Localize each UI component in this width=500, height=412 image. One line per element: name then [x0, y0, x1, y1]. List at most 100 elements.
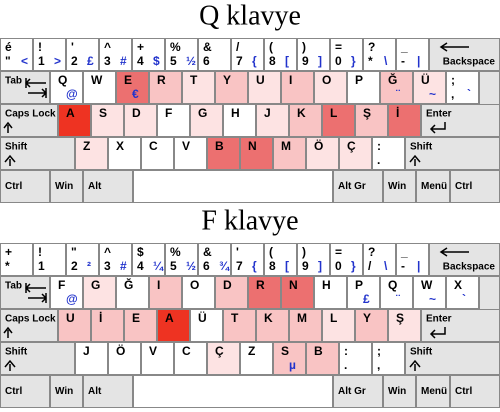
key-label: J — [264, 106, 271, 120]
key-label: Win — [55, 386, 73, 397]
key-label: W — [91, 73, 103, 87]
key — [396, 38, 429, 71]
key-altgr-label: ] — [318, 54, 322, 68]
key-label: S — [281, 344, 289, 358]
key — [0, 375, 50, 408]
key-lower-label: * — [368, 54, 373, 68]
key-label: & — [203, 245, 212, 259]
key — [0, 276, 50, 309]
key-label: İ — [396, 105, 399, 120]
key-lower-label: 2 — [71, 54, 78, 68]
key-label: Tab — [5, 281, 22, 292]
key-label: ! — [38, 245, 42, 259]
key — [0, 243, 33, 276]
key-altgr-label: | — [417, 54, 420, 68]
caps-arrow — [3, 121, 13, 133]
key-label: C — [182, 344, 191, 358]
key-label: R — [256, 278, 265, 292]
key-label: F — [165, 106, 172, 120]
key-label: Q — [388, 278, 397, 292]
key — [289, 309, 322, 342]
key-lower-label: 3 — [104, 54, 111, 68]
key — [388, 309, 421, 342]
key-label: = — [335, 245, 342, 259]
key-altgr-label: [ — [285, 259, 289, 273]
key — [83, 71, 116, 104]
key-label: ? — [368, 245, 375, 259]
key-altgr-label: µ — [289, 358, 296, 372]
key — [231, 38, 264, 71]
key — [372, 137, 405, 170]
key-label: D — [223, 278, 232, 292]
key-label: + — [5, 245, 12, 259]
key — [207, 342, 240, 375]
key-label: _ — [400, 245, 408, 259]
key-altgr-label: # — [120, 54, 127, 68]
key-label: / — [236, 40, 240, 54]
key-lower-label: 3 — [104, 259, 111, 273]
key-label: G — [198, 106, 207, 120]
key-label: Ctrl — [455, 386, 472, 397]
key — [363, 243, 396, 276]
key-altgr-label: } — [351, 54, 356, 68]
key — [248, 276, 281, 309]
key — [124, 309, 157, 342]
key-label: Y — [363, 311, 371, 325]
key-label: : — [344, 344, 348, 358]
key-lower-label: 7 — [236, 259, 243, 273]
key — [75, 342, 108, 375]
key-altgr-label: > — [54, 54, 61, 68]
key-label: ^ — [104, 40, 111, 54]
key — [347, 71, 380, 104]
key-label: I — [157, 278, 160, 292]
key-label: A — [165, 311, 174, 325]
key-lower-label: 8 — [269, 259, 276, 273]
key — [322, 104, 355, 137]
key — [0, 104, 58, 137]
tab-arrows — [24, 78, 48, 98]
key — [133, 170, 333, 203]
key-lower-label: 4 — [137, 54, 144, 68]
key — [273, 342, 306, 375]
key-altgr-label: ¾ — [219, 259, 230, 273]
key-altgr-label: ½ — [186, 54, 196, 68]
key — [91, 104, 124, 137]
key — [314, 71, 347, 104]
key-lower-label: Backspace — [443, 57, 496, 68]
key-lower-label: 6 — [203, 259, 210, 273]
key — [99, 243, 132, 276]
key — [33, 243, 66, 276]
key — [198, 243, 231, 276]
key-label: K — [297, 106, 306, 120]
key-label: G — [91, 278, 100, 292]
key-label: Shift — [5, 142, 28, 153]
key-label: A — [66, 106, 75, 120]
key — [215, 71, 248, 104]
key — [248, 71, 281, 104]
key-label: P — [355, 73, 363, 87]
key-lower-label: 2 — [71, 259, 78, 273]
key-label: X — [454, 278, 462, 292]
key — [83, 375, 133, 408]
key-label: P — [355, 278, 363, 292]
key — [333, 375, 383, 408]
key — [372, 342, 405, 375]
key-label: N — [289, 278, 298, 292]
key — [91, 309, 124, 342]
key — [240, 137, 273, 170]
key-lower-label: , — [451, 87, 454, 101]
key — [174, 137, 207, 170]
key — [330, 38, 363, 71]
key-label: ? — [368, 40, 375, 54]
key-altgr-label: ¼ — [153, 259, 164, 273]
key-altgr-label: \ — [384, 54, 388, 68]
shift-arrow — [4, 154, 16, 166]
key — [314, 276, 347, 309]
tab-arrows — [24, 283, 48, 303]
key-label: Ctrl — [5, 386, 22, 397]
key-lower-label: 1 — [38, 54, 45, 68]
key — [388, 104, 421, 137]
key — [256, 104, 289, 137]
key-label: J — [83, 344, 90, 358]
key — [339, 342, 372, 375]
